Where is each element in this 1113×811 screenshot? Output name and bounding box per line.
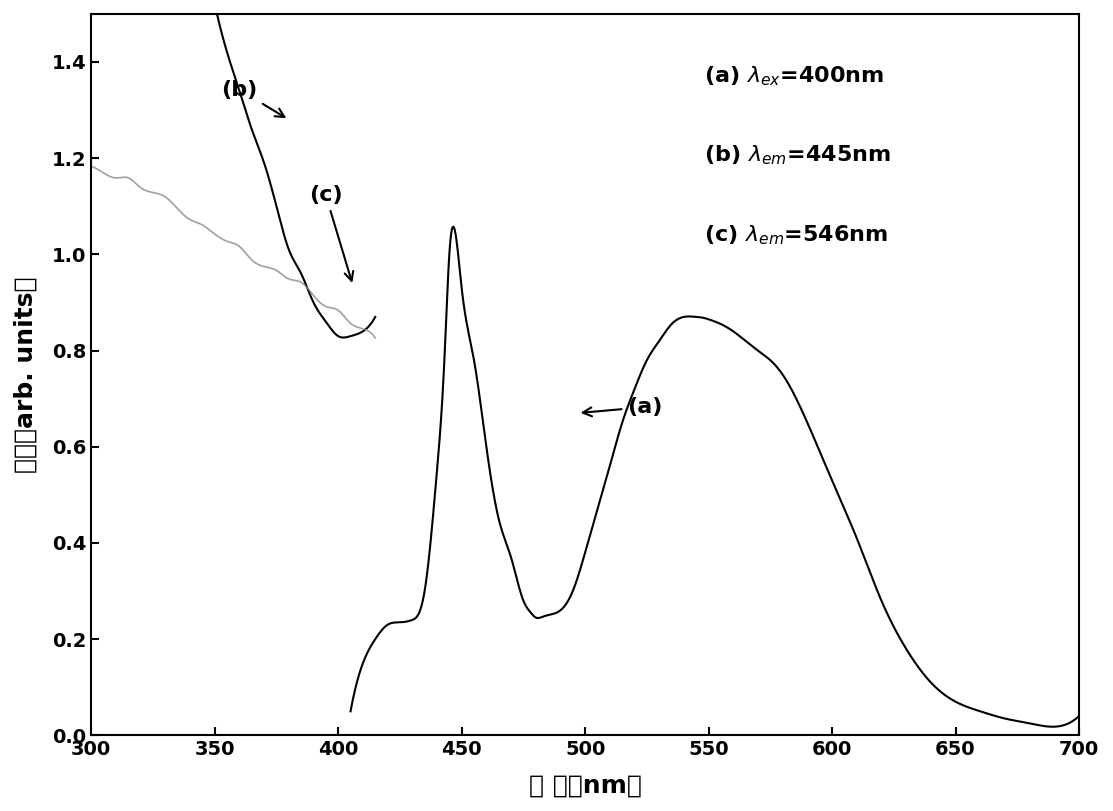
Text: (b) $\lambda_{em}$=445nm: (b) $\lambda_{em}$=445nm — [703, 144, 890, 167]
Text: (a) $\lambda_{ex}$=400nm: (a) $\lambda_{ex}$=400nm — [703, 64, 884, 88]
Text: (c) $\lambda_{em}$=546nm: (c) $\lambda_{em}$=546nm — [703, 223, 888, 247]
Text: (c): (c) — [309, 186, 353, 281]
Text: (a): (a) — [583, 397, 662, 417]
Y-axis label: 强度（arb. units）: 强度（arb. units） — [13, 277, 38, 473]
Text: (b): (b) — [221, 79, 285, 117]
X-axis label: 波 长（nm）: 波 长（nm） — [529, 773, 641, 797]
